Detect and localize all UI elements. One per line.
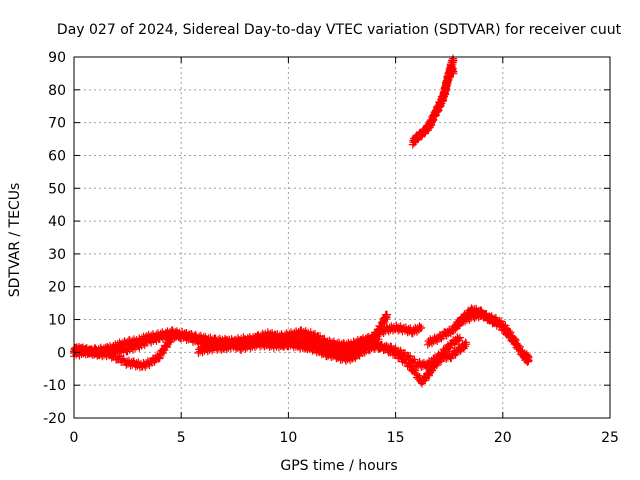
y-tick-label: 60 [48, 148, 66, 164]
x-tick-label: 25 [601, 430, 619, 446]
x-axis-label: GPS time / hours [280, 458, 397, 474]
x-tick-label: 20 [494, 430, 512, 446]
y-tick-label: -10 [43, 378, 66, 394]
x-tick-label: 5 [177, 430, 186, 446]
x-tick-label: 15 [387, 430, 405, 446]
chart-title: Day 027 of 2024, Sidereal Day-to-day VTE… [57, 22, 622, 38]
data-point-track [194, 332, 383, 357]
y-axis-label: SDTVAR / TECUs [7, 183, 23, 298]
axis-ticks: 0 5 10 15 20 25 -20 -10 0 10 20 30 40 50 60 70 80 90 [43, 50, 619, 446]
y-tick-label: 30 [48, 247, 66, 263]
plot-frame [73, 56, 611, 419]
y-tick-label: 80 [48, 83, 66, 99]
y-tick-label: 40 [48, 214, 66, 230]
y-tick-label: 10 [48, 313, 66, 329]
y-tick-label: 90 [48, 50, 66, 66]
x-tick-label: 0 [70, 430, 79, 446]
y-tick-label: 20 [48, 280, 66, 296]
data-point-track [370, 333, 464, 372]
data-point-track [410, 62, 458, 146]
x-tick-label: 10 [279, 430, 297, 446]
y-tick-label: 70 [48, 116, 66, 132]
y-tick-label: 0 [57, 345, 66, 361]
y-tick-label: -20 [43, 411, 66, 427]
y-tick-label: 50 [48, 181, 66, 197]
data-point-track [451, 308, 533, 364]
